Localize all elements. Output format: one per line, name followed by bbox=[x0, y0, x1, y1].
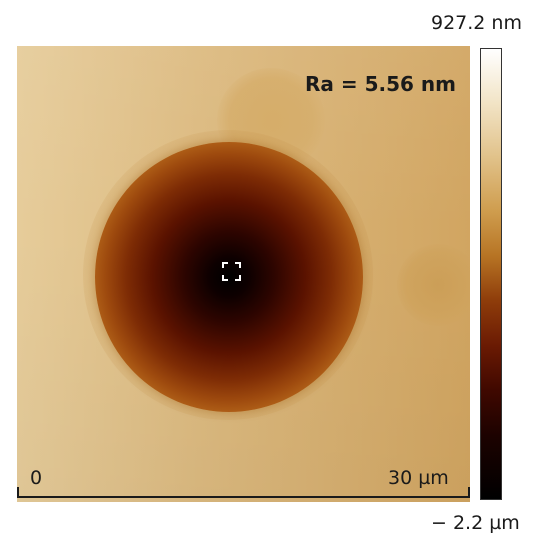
scale-bar-tick-right bbox=[468, 487, 470, 498]
height-colorbar bbox=[480, 48, 502, 500]
scale-bar-end-label: 30 µm bbox=[388, 467, 449, 489]
afm-height-map: Ra = 5.56 nm bbox=[17, 46, 470, 502]
scale-bar-start-label: 0 bbox=[30, 467, 43, 489]
scale-bar-tick-left bbox=[17, 487, 19, 498]
roughness-area-marker bbox=[222, 262, 241, 281]
colorbar-max-label: 927.2 nm bbox=[431, 12, 522, 34]
surface-bump-right bbox=[397, 244, 470, 326]
scale-bar bbox=[17, 487, 470, 498]
crater-depression bbox=[95, 142, 363, 412]
colorbar-min-label: − 2.2 µm bbox=[431, 512, 520, 534]
roughness-label: Ra = 5.56 nm bbox=[305, 72, 456, 96]
